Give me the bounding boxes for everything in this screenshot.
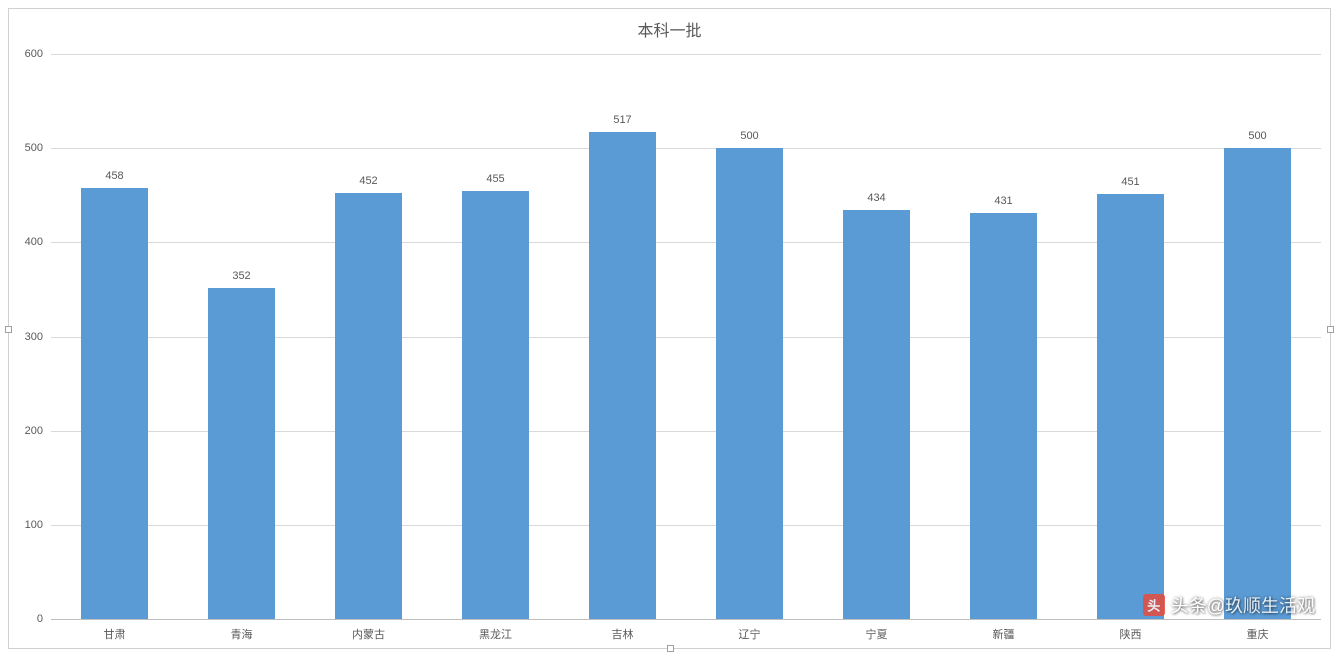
y-tick-label: 100 [25,519,43,531]
bar [843,210,909,619]
bar-value-label: 431 [994,195,1012,207]
x-axis: 甘肃 青海 内蒙古 黑龙江 吉林 辽宁 宁夏 新疆 陕西 重庆 [51,624,1321,644]
selection-handle[interactable] [5,326,12,333]
bars-area: 458 352 452 455 517 500 434 431 451 500 [51,54,1321,619]
watermark-text: 头条@玖顺生活观 [1171,592,1315,618]
bar-value-label: 451 [1121,176,1139,188]
chart-container: 本科一批 0 100 200 300 400 500 600 458 352 452 455 517… [8,8,1331,649]
selection-handle[interactable] [1327,326,1334,333]
x-tick-label: 陕西 [1120,626,1142,642]
bar [970,213,1036,619]
bar-value-label: 452 [359,175,377,187]
y-tick-label: 200 [25,425,43,437]
bar-value-label: 458 [105,170,123,182]
bar [335,193,401,619]
x-tick-label: 新疆 [993,626,1015,642]
bar [716,148,782,619]
bar-value-label: 500 [740,130,758,142]
y-tick-label: 500 [25,142,43,154]
y-tick-label: 0 [37,613,43,625]
x-tick-label: 吉林 [612,626,634,642]
x-tick-label: 青海 [231,626,253,642]
bar-value-label: 500 [1248,130,1266,142]
bar-value-label: 455 [486,173,504,185]
watermark-icon [1143,594,1165,616]
bar-value-label: 434 [867,192,885,204]
bar [1097,194,1163,619]
bar [589,132,655,619]
bar [81,188,147,619]
plot-area: 458 352 452 455 517 500 434 431 451 500 [51,54,1321,619]
bar-value-label: 517 [613,114,631,126]
y-tick-label: 300 [25,331,43,343]
bar [208,288,274,619]
watermark: 头条@玖顺生活观 [1143,592,1315,618]
x-tick-label: 辽宁 [739,626,761,642]
bar [462,191,528,619]
y-tick-label: 400 [25,236,43,248]
x-tick-label: 宁夏 [866,626,888,642]
bar-value-label: 352 [232,270,250,282]
y-tick-label: 600 [25,48,43,60]
x-tick-label: 甘肃 [104,626,126,642]
x-tick-label: 重庆 [1247,626,1269,642]
x-tick-label: 内蒙古 [352,626,385,642]
selection-handle[interactable] [667,645,674,652]
bar [1224,148,1290,619]
chart-title: 本科一批 [9,9,1330,39]
gridline [51,619,1321,620]
y-axis: 0100200300400500600 [9,54,49,619]
x-tick-label: 黑龙江 [479,626,512,642]
